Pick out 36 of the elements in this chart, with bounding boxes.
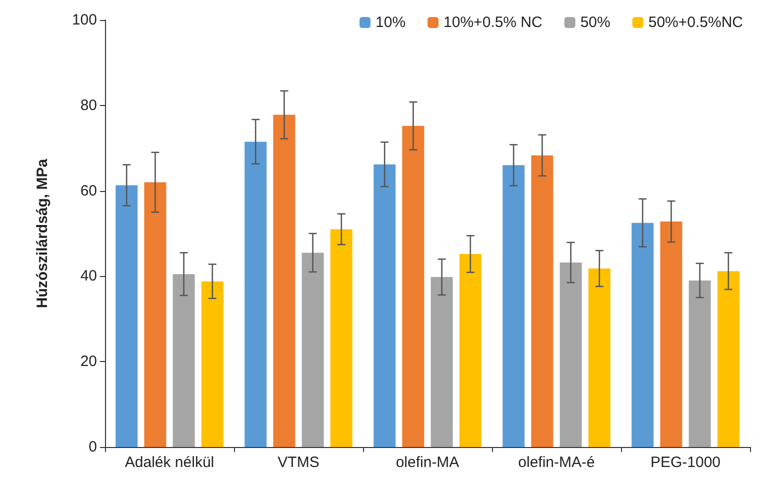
x-tick-label: PEG-1000 <box>650 454 721 471</box>
y-tick-label: 60 <box>80 182 97 200</box>
bar <box>588 268 610 447</box>
bar <box>632 222 654 447</box>
bar <box>201 281 224 447</box>
legend-label: 50%+0.5%NC <box>648 14 744 31</box>
bar <box>144 182 166 447</box>
bar <box>459 254 482 447</box>
bar <box>273 114 296 447</box>
x-tick-label: Adalék nélkül <box>124 454 214 471</box>
legend-label: 50% <box>580 14 610 31</box>
bar <box>531 155 554 447</box>
y-tick-label: 0 <box>88 438 97 456</box>
bar <box>172 274 195 447</box>
bar <box>402 126 424 447</box>
bar <box>302 252 324 447</box>
legend-label: 10%+0.5% NC <box>444 14 543 31</box>
bar <box>688 280 711 447</box>
y-tick-label: 40 <box>80 268 97 285</box>
x-tick-label: olefin-MA <box>396 454 460 471</box>
bar <box>244 142 267 447</box>
bar <box>374 164 396 447</box>
legend-label: 10% <box>376 14 406 31</box>
y-tick-label: 100 <box>72 12 97 28</box>
bar <box>717 271 740 447</box>
y-tick-label: 80 <box>80 96 97 114</box>
bar <box>560 262 582 447</box>
bar <box>502 165 525 447</box>
x-tick-label: VTMS <box>278 454 320 471</box>
y-tick-label: 20 <box>80 353 97 370</box>
y-axis-title: Húzószilárdság, MPa <box>34 158 51 308</box>
bar <box>660 222 682 447</box>
bar <box>330 229 352 447</box>
bar <box>116 185 138 447</box>
bar <box>430 277 453 447</box>
x-tick-label: olefin-MA-é <box>518 454 595 471</box>
